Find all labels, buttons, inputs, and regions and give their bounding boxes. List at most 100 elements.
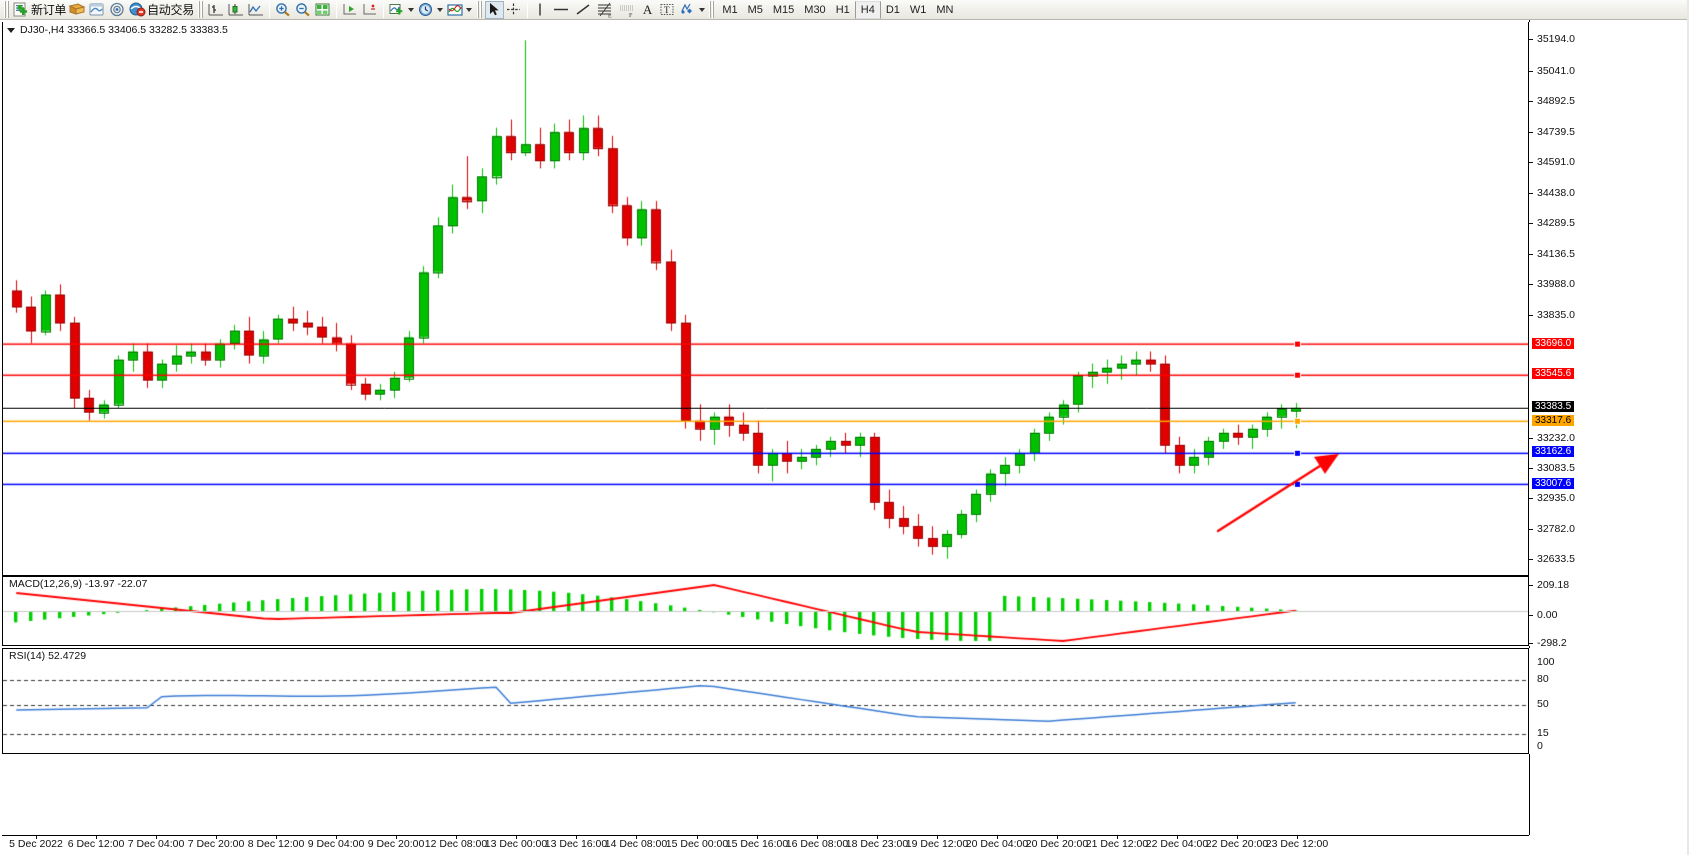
time-tick-label: 22 Dec 20:00: [1205, 838, 1269, 850]
time-tick-label: 19 Dec 12:00: [905, 838, 969, 850]
chart-area[interactable]: DJ30-,H4 33366.5 33406.5 33282.5 33383.5…: [0, 20, 1689, 855]
periods-button[interactable]: [416, 1, 436, 19]
price-tick: [1529, 467, 1533, 469]
price-level-badge-resistance[interactable]: 33545.6: [1532, 368, 1575, 380]
timeframe-label: M1: [722, 3, 738, 16]
macd-tick-label: -298.2: [1537, 637, 1567, 649]
time-tick-label: 16 Dec 08:00: [785, 838, 849, 850]
rsi-tick-label: 100: [1537, 656, 1555, 668]
chart-shift-end-button[interactable]: [360, 1, 380, 19]
macd-pane[interactable]: MACD(12,26,9) -13.97 -22.07: [2, 576, 1529, 646]
time-tick: [1117, 836, 1118, 839]
time-axis[interactable]: 5 Dec 2022 6 Dec 12:00 7 Dec 04:00 7 Dec 20…: [2, 835, 1529, 855]
equidistant-channel-button[interactable]: F: [616, 1, 638, 19]
time-tick-label: 15 Dec 00:00: [665, 838, 729, 850]
macd-canvas[interactable]: [3, 577, 1528, 645]
line-chart-button[interactable]: [246, 1, 266, 19]
new-order-label: 新订单: [31, 3, 67, 17]
data-window-button[interactable]: [87, 1, 107, 19]
tab-timeframe-m1[interactable]: M1: [717, 1, 742, 19]
horizontal-line-button[interactable]: [550, 1, 572, 19]
new-order-button[interactable]: 新订单: [12, 1, 67, 19]
symbol-chevron-down-icon[interactable]: [7, 27, 15, 33]
price-tick-label: 32782.0: [1537, 522, 1575, 535]
price-scale[interactable]: 35194.0 35041.0 34892.5 34739.5 34591.0 34438…: [1529, 22, 1687, 576]
vertical-line-button[interactable]: [531, 1, 550, 19]
time-tick: [997, 836, 998, 839]
indicators-button[interactable]: [387, 1, 407, 19]
time-tick-label: 14 Dec 08:00: [604, 838, 668, 850]
price-tick: [1529, 437, 1533, 439]
time-tick-label: 20 Dec 04:00: [965, 838, 1029, 850]
trendline-button[interactable]: [572, 1, 594, 19]
price-level-badge-support[interactable]: 33007.6: [1532, 477, 1575, 489]
price-level-badge-pivot[interactable]: 33317.6: [1532, 414, 1575, 426]
toolbar-grip-3[interactable]: [475, 1, 483, 18]
cursor-button[interactable]: [484, 0, 504, 19]
price-pane[interactable]: DJ30-,H4 33366.5 33406.5 33282.5 33383.5: [2, 22, 1529, 576]
price-tick-label: 34136.5: [1537, 248, 1575, 261]
fibonacci-button[interactable]: E: [594, 1, 616, 19]
price-level-badge-support[interactable]: 33162.6: [1532, 446, 1575, 458]
toolbar-separator-1: [268, 1, 270, 18]
periods-chevron-down-icon[interactable]: [436, 7, 445, 12]
time-tick-label: 9 Dec 04:00: [307, 838, 365, 850]
crosshair-button[interactable]: [504, 1, 524, 19]
time-tick: [576, 836, 577, 839]
auto-trading-label: 自动交易: [147, 3, 194, 17]
chart-shift-button[interactable]: [313, 1, 333, 19]
bar-chart-button[interactable]: [206, 1, 226, 19]
price-tick-label: 33232.0: [1537, 431, 1575, 444]
zoom-out-button[interactable]: [293, 1, 313, 19]
rsi-scale: 100 80 50 15 0: [1529, 648, 1687, 754]
text-label-button[interactable]: T: [657, 1, 677, 19]
timeframe-label: MN: [936, 3, 954, 16]
rsi-tick-label: 50: [1537, 698, 1549, 710]
history-button[interactable]: [67, 1, 87, 19]
toolbar-grip-2[interactable]: [196, 1, 204, 18]
main-toolbar: 新订单: [0, 0, 1689, 20]
tab-timeframe-h1[interactable]: H1: [831, 1, 855, 19]
price-tick: [1529, 70, 1533, 72]
toolbar-grip-4[interactable]: [708, 1, 716, 18]
indicators-chevron-down-icon[interactable]: [407, 7, 416, 12]
time-tick: [36, 836, 37, 839]
templates-chevron-down-icon[interactable]: [465, 7, 474, 12]
price-tick: [1529, 131, 1533, 133]
zoom-in-button[interactable]: [273, 1, 293, 19]
time-tick: [636, 836, 637, 839]
macd-tick: [1529, 615, 1533, 616]
svg-text:E: E: [608, 13, 612, 18]
toolbar-grip[interactable]: [3, 1, 10, 18]
auto-trading-button[interactable]: 自动交易: [127, 1, 195, 19]
tab-timeframe-h4[interactable]: H4: [854, 0, 881, 19]
price-canvas[interactable]: [3, 22, 1528, 575]
time-tick-label: 12 Dec 08:00: [424, 838, 488, 850]
price-tick-label: 33988.0: [1537, 278, 1575, 291]
tab-timeframe-w1[interactable]: W1: [905, 1, 932, 19]
price-level-badge-resistance[interactable]: 33696.0: [1532, 337, 1575, 349]
tab-timeframe-m30[interactable]: M30: [799, 1, 830, 19]
signals-button[interactable]: [107, 1, 127, 19]
price-level-badge-last-price[interactable]: 33383.5: [1532, 401, 1575, 413]
time-tick-label: 5 Dec 2022: [9, 838, 63, 850]
time-tick: [516, 836, 517, 839]
price-tick-label: 35041.0: [1537, 64, 1575, 77]
auto-scroll-button[interactable]: [340, 1, 360, 19]
rsi-pane[interactable]: RSI(14) 52.4729: [2, 648, 1529, 754]
tab-timeframe-mn[interactable]: MN: [931, 1, 958, 19]
tab-timeframe-m15[interactable]: M15: [768, 1, 799, 19]
rsi-canvas[interactable]: [3, 649, 1528, 753]
time-tick: [156, 836, 157, 839]
candlestick-chart-button[interactable]: [226, 1, 246, 19]
svg-text:T: T: [664, 5, 670, 15]
time-tick: [1057, 836, 1058, 839]
tab-timeframe-d1[interactable]: D1: [881, 1, 905, 19]
time-tick: [336, 836, 337, 839]
text-button[interactable]: A: [642, 1, 653, 17]
templates-button[interactable]: [445, 1, 465, 19]
tab-timeframe-m5[interactable]: M5: [743, 1, 768, 19]
arrows-chevron-down-icon[interactable]: [697, 7, 706, 12]
arrows-button[interactable]: [677, 1, 697, 19]
price-tick: [1529, 315, 1533, 317]
